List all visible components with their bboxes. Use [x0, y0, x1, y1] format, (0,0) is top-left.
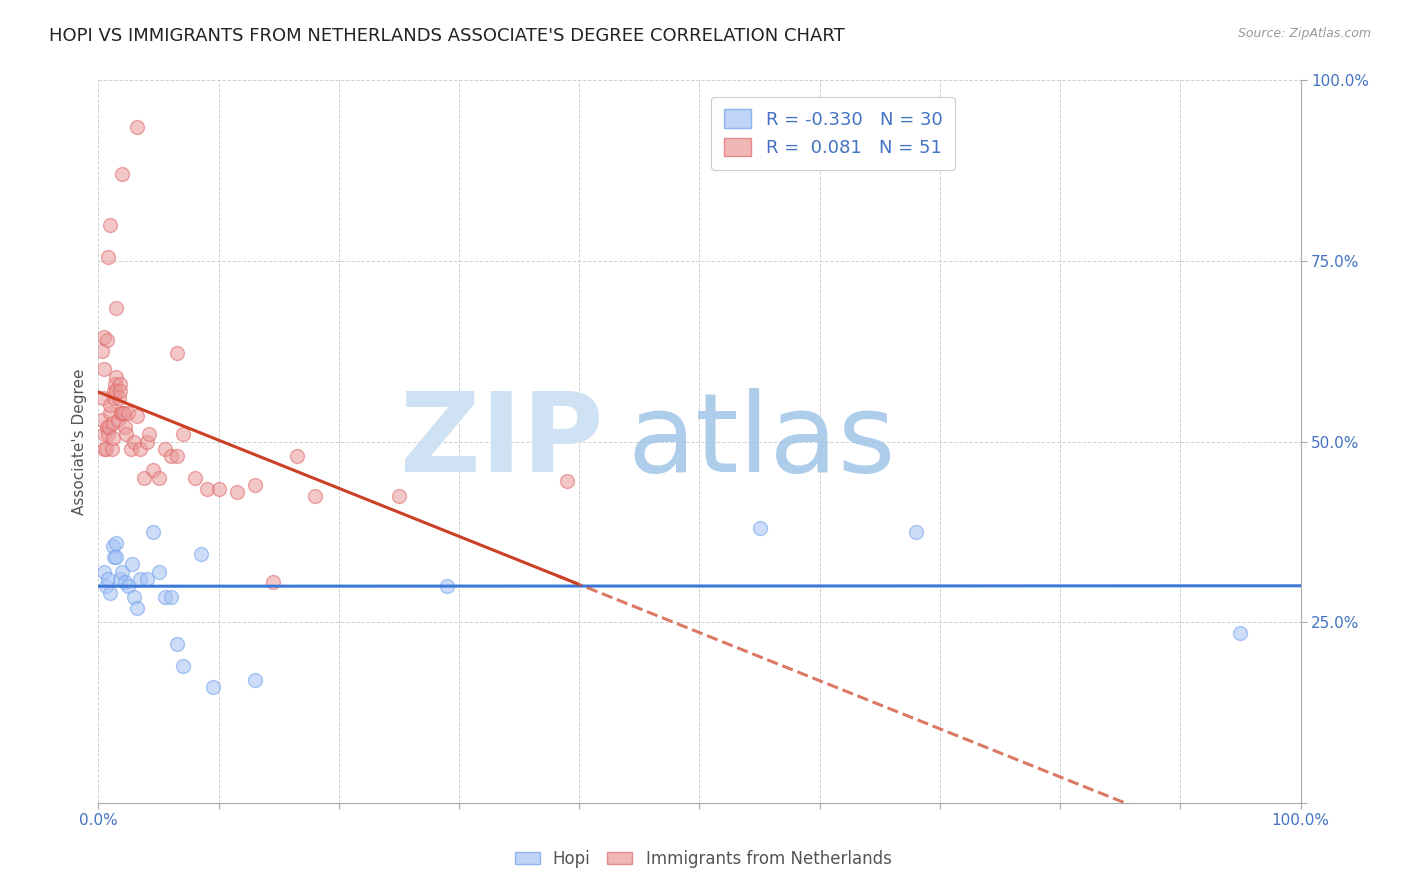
- Point: [243, 673, 266, 687]
- Point: [138, 427, 160, 442]
- Point: [225, 485, 247, 500]
- Point: [91, 413, 114, 427]
- Point: [110, 406, 132, 420]
- Text: Source: ZipAtlas.com: Source: ZipAtlas.com: [1237, 27, 1371, 40]
- Point: [124, 434, 146, 449]
- Point: [93, 565, 115, 579]
- Point: [124, 590, 146, 604]
- Point: [153, 590, 176, 604]
- Point: [108, 376, 131, 391]
- Point: [172, 427, 194, 442]
- Point: [748, 521, 770, 535]
- Point: [262, 575, 284, 590]
- Point: [183, 470, 205, 484]
- Point: [125, 409, 148, 424]
- Legend: R = -0.330   N = 30, R =  0.081   N = 51: R = -0.330 N = 30, R = 0.081 N = 51: [711, 96, 955, 169]
- Point: [97, 572, 120, 586]
- Point: [121, 558, 143, 572]
- Text: atlas: atlas: [627, 388, 896, 495]
- Point: [105, 384, 128, 398]
- Point: [93, 330, 115, 344]
- Point: [115, 427, 138, 442]
- Point: [111, 406, 134, 420]
- Point: [172, 658, 194, 673]
- Point: [98, 420, 121, 434]
- Point: [96, 334, 118, 348]
- Point: [93, 442, 115, 456]
- Point: [91, 391, 114, 405]
- Point: [125, 120, 148, 135]
- Point: [166, 637, 188, 651]
- Point: [94, 579, 117, 593]
- Text: ZIP: ZIP: [399, 388, 603, 495]
- Point: [304, 489, 326, 503]
- Point: [108, 572, 131, 586]
- Point: [132, 470, 155, 484]
- Legend: Hopi, Immigrants from Netherlands: Hopi, Immigrants from Netherlands: [508, 844, 898, 875]
- Point: [105, 535, 128, 549]
- Point: [148, 470, 170, 484]
- Point: [285, 449, 308, 463]
- Point: [103, 550, 125, 565]
- Point: [135, 434, 157, 449]
- Point: [388, 489, 411, 503]
- Point: [91, 344, 114, 359]
- Point: [243, 478, 266, 492]
- Point: [195, 482, 218, 496]
- Point: [101, 417, 124, 431]
- Point: [94, 442, 117, 456]
- Point: [153, 442, 176, 456]
- Point: [100, 398, 122, 412]
- Point: [108, 384, 131, 398]
- Point: [93, 362, 115, 376]
- Point: [166, 346, 188, 360]
- Point: [101, 539, 124, 553]
- Point: [103, 384, 125, 398]
- Point: [105, 301, 128, 315]
- Point: [111, 565, 134, 579]
- Point: [148, 565, 170, 579]
- Point: [93, 427, 115, 442]
- Y-axis label: Associate's Degree: Associate's Degree: [72, 368, 87, 515]
- Point: [201, 680, 224, 694]
- Point: [111, 167, 134, 181]
- Point: [105, 369, 128, 384]
- Point: [141, 524, 163, 539]
- Point: [904, 524, 927, 539]
- Point: [135, 572, 157, 586]
- Point: [107, 413, 129, 427]
- Point: [97, 250, 120, 264]
- Point: [436, 579, 458, 593]
- Point: [159, 449, 181, 463]
- Point: [108, 391, 131, 405]
- Point: [101, 431, 124, 445]
- Point: [166, 449, 188, 463]
- Point: [129, 442, 152, 456]
- Point: [120, 442, 142, 456]
- Point: [555, 475, 578, 489]
- Point: [104, 376, 127, 391]
- Point: [129, 572, 152, 586]
- Point: [190, 547, 212, 561]
- Point: [114, 575, 136, 590]
- Point: [112, 406, 135, 420]
- Point: [114, 420, 136, 434]
- Point: [100, 442, 122, 456]
- Point: [105, 550, 128, 565]
- Point: [100, 406, 122, 420]
- Text: HOPI VS IMMIGRANTS FROM NETHERLANDS ASSOCIATE'S DEGREE CORRELATION CHART: HOPI VS IMMIGRANTS FROM NETHERLANDS ASSO…: [49, 27, 845, 45]
- Point: [100, 586, 122, 600]
- Point: [103, 391, 125, 405]
- Point: [159, 590, 181, 604]
- Point: [125, 600, 148, 615]
- Point: [117, 406, 139, 420]
- Point: [117, 579, 139, 593]
- Point: [208, 482, 231, 496]
- Point: [1229, 626, 1251, 640]
- Point: [141, 463, 163, 477]
- Point: [97, 427, 120, 442]
- Point: [100, 218, 122, 232]
- Point: [96, 420, 118, 434]
